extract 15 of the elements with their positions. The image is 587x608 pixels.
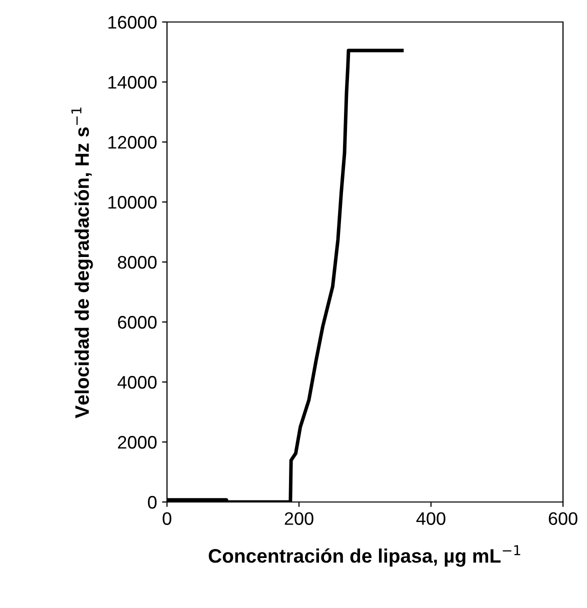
y-tick-label: 14000 bbox=[108, 76, 157, 89]
y-axis-title: Velocidad de degradación, Hz s$^{−1}$ bbox=[71, 108, 93, 418]
x-tick-label: 600 bbox=[548, 512, 578, 525]
y-tick-label: 6000 bbox=[118, 316, 157, 329]
x-tick-label: 0 bbox=[162, 512, 172, 525]
y-tick-label: 12000 bbox=[108, 136, 157, 149]
x-axis-title: Concentración de lipasa, µg mL$^{−1}$ bbox=[208, 545, 520, 567]
y-tick-label: 4000 bbox=[118, 376, 157, 389]
x-tick-label: 200 bbox=[284, 512, 314, 525]
y-tick-label: 0 bbox=[148, 496, 157, 509]
y-tick-label: 16000 bbox=[108, 16, 157, 29]
x-tick-label: 400 bbox=[416, 512, 446, 525]
y-tick-label: 8000 bbox=[118, 256, 157, 269]
y-tick-label: 2000 bbox=[118, 436, 157, 449]
y-tick-label: 10000 bbox=[108, 196, 157, 209]
